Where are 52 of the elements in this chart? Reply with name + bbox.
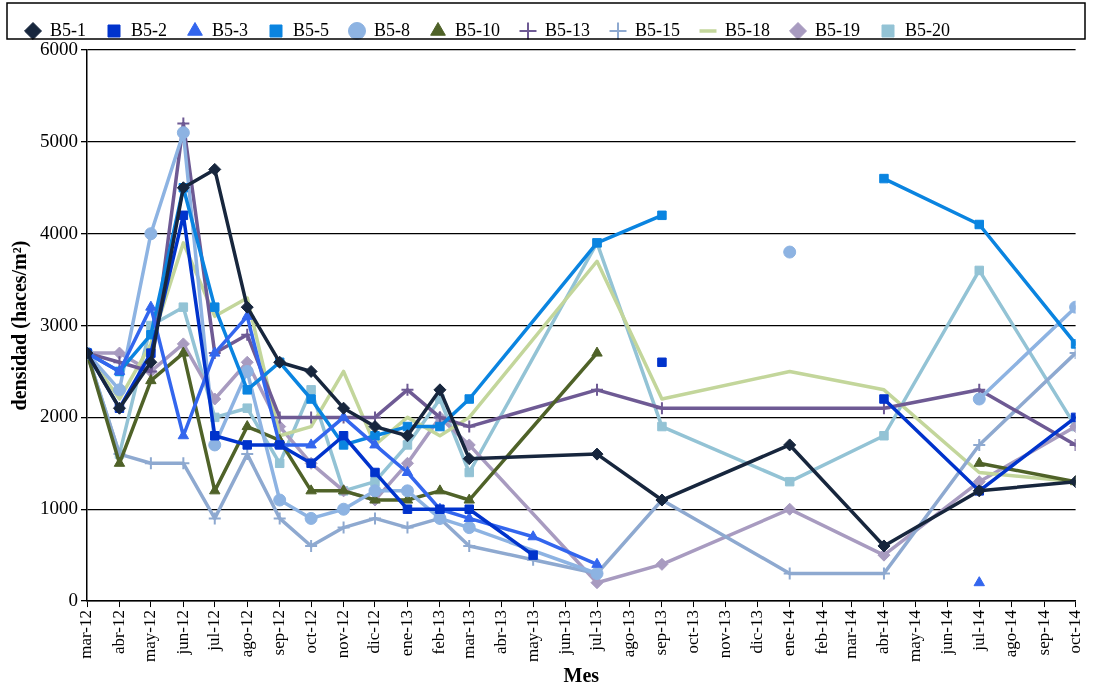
x-tick-label: jun-14 — [937, 609, 957, 656]
x-tick-label: mar-13 — [458, 610, 478, 659]
legend-label: B5-8 — [374, 19, 410, 40]
x-tick-label: ago-12 — [236, 610, 256, 658]
x-tick-label: ago-14 — [1001, 609, 1021, 658]
x-tick-label: ene-13 — [396, 610, 416, 657]
x-tick-label: dic-13 — [746, 610, 766, 654]
x-axis-title: Mes — [563, 664, 600, 687]
x-tick-label: sep-12 — [269, 610, 289, 656]
x-tick-label: nov-13 — [715, 610, 735, 659]
x-tick-label: abr-14 — [873, 609, 893, 655]
y-tick-label: 3000 — [40, 313, 78, 335]
x-tick-label: jul-13 — [586, 610, 606, 652]
legend-label: B5-1 — [50, 19, 86, 40]
legend-label: B5-20 — [905, 19, 950, 40]
x-tick-label: sep-14 — [1033, 609, 1053, 656]
x-tick-label: abr-12 — [108, 610, 128, 655]
x-tick-label: oct-13 — [682, 610, 702, 654]
legend-label: B5-2 — [131, 19, 167, 40]
legend-label: B5-5 — [293, 19, 329, 40]
x-tick-label: mar-12 — [76, 610, 96, 659]
x-tick-label: feb-14 — [811, 609, 831, 655]
x-tick-label: may-14 — [904, 609, 924, 663]
x-tick-label: ene-14 — [779, 609, 799, 657]
x-tick-label: oct-14 — [1065, 609, 1085, 654]
y-axis-title: densidad (haces/m²) — [8, 240, 32, 411]
legend-label: B5-10 — [455, 19, 500, 40]
legend-label: B5-3 — [212, 19, 248, 40]
legend-label: B5-13 — [545, 19, 590, 40]
x-tick-label: ago-13 — [618, 610, 638, 658]
x-tick-label: mar-14 — [840, 609, 860, 659]
legend-label: B5-19 — [815, 19, 860, 40]
x-tick-label: feb-13 — [429, 610, 449, 655]
y-tick-label: 1000 — [40, 497, 78, 519]
y-tick-label: 2000 — [40, 405, 78, 427]
x-tick-label: abr-13 — [491, 610, 511, 655]
y-tick-label: 4000 — [40, 221, 78, 243]
x-tick-label: sep-13 — [651, 610, 671, 656]
x-tick-label: oct-12 — [300, 610, 320, 654]
legend-label: B5-18 — [725, 19, 770, 40]
legend-label: B5-15 — [635, 19, 680, 40]
y-tick-label: 5000 — [40, 129, 78, 151]
y-tick-label: 6000 — [40, 37, 78, 59]
x-tick-label: jul-14 — [968, 609, 988, 652]
x-tick-label: nov-12 — [333, 610, 353, 659]
x-tick-label: jul-12 — [204, 610, 224, 652]
x-tick-label: jun-13 — [555, 610, 575, 656]
x-tick-label: may-12 — [140, 610, 160, 663]
y-tick-label: 0 — [68, 589, 78, 611]
x-tick-label: dic-12 — [364, 610, 384, 654]
x-tick-label: may-13 — [522, 610, 542, 663]
x-tick-label: jun-12 — [172, 610, 192, 656]
